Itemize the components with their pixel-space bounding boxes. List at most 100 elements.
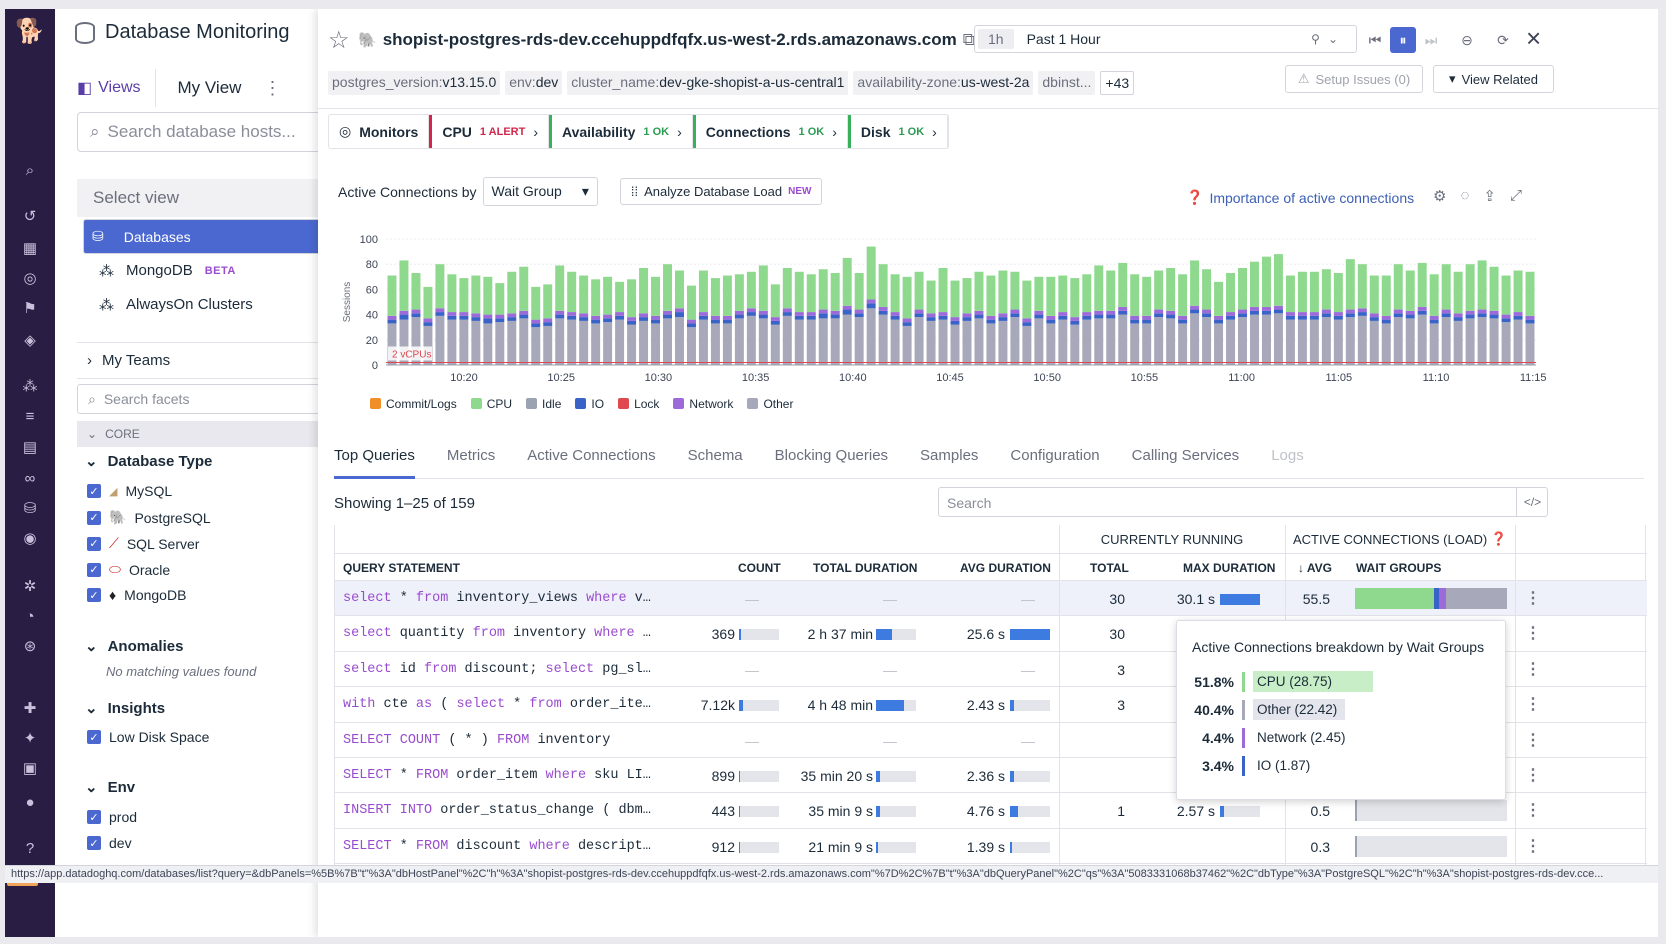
query-statement[interactable]: SELECT * FROM order_item where sku LI… [343, 768, 651, 783]
col-count[interactable]: COUNT [738, 561, 781, 575]
row-actions-icon[interactable]: ⋮ [1525, 802, 1541, 820]
facet-item-postgresql[interactable]: ✓🐘PostgreSQL16 [87, 509, 347, 526]
tab-blocking-queries[interactable]: Blocking Queries [774, 447, 889, 464]
facet-database-type[interactable]: ⌄ Database Type [85, 452, 212, 471]
avatar[interactable]: ● [25, 793, 35, 811]
help-icon[interactable]: ❓ [1490, 531, 1508, 546]
table-row[interactable]: with cte as ( select * from order_ite… 7.… [335, 687, 1647, 723]
col-max-duration[interactable]: MAX DURATION [1183, 561, 1276, 575]
wait-groups-bar[interactable] [1355, 835, 1507, 857]
tag[interactable]: env:dev [505, 71, 563, 95]
facet-env[interactable]: ⌄ Env [85, 778, 135, 797]
legend-lock[interactable]: Lock [618, 397, 659, 411]
facet-item-dev[interactable]: ✓dev8 [87, 835, 347, 851]
notebooks-icon[interactable]: ▣ [22, 760, 38, 777]
table-row[interactable]: select id from discount; select pg_sl… — —… [335, 652, 1647, 688]
query-statement[interactable]: select * from inventory_views where v… [343, 591, 651, 606]
table-row[interactable]: SELECT * FROM order_item where sku LI… 89… [335, 758, 1647, 794]
checkbox[interactable]: ✓ [87, 536, 101, 551]
monitors-icon[interactable]: ◎ [23, 270, 37, 287]
legend-commit-logs[interactable]: Commit/Logs [370, 397, 457, 411]
code-view-icon[interactable]: </> [1516, 487, 1548, 517]
recent-icon[interactable]: ↺ [23, 208, 37, 225]
settings-icon[interactable]: ⚙ [1433, 188, 1447, 205]
tag[interactable]: dbinst... [1038, 71, 1096, 95]
time-picker[interactable]: 1h Past 1 Hour ⚲⌄ [974, 25, 1357, 53]
legend-cpu[interactable]: CPU [470, 397, 512, 411]
infrastructure-icon[interactable]: ⁂ [22, 378, 38, 395]
fullscreen-icon[interactable]: ⤢ [1509, 187, 1522, 204]
col-wait-groups[interactable]: WAIT GROUPS [1356, 561, 1442, 575]
table-row[interactable]: SELECT COUNT ( * ) FROM inventory — — — ⋮ [335, 723, 1647, 758]
security-icon[interactable]: ◈ [24, 332, 36, 349]
facet-search-input[interactable]: ⌕ Search facets [77, 384, 357, 414]
integrations-icon[interactable]: ✚ [23, 700, 37, 717]
query-statement[interactable]: with cte as ( select * from order_ite… [343, 697, 651, 713]
tab-metrics[interactable]: Metrics [446, 447, 496, 464]
col-avg[interactable]: ↓ AVG [1298, 561, 1333, 575]
watchdog-icon[interactable]: ◌ [1460, 187, 1470, 204]
refresh-icon[interactable]: ⟳ [1497, 31, 1509, 48]
analyze-load-button[interactable]: ⁞⁞ Analyze Database Load NEW [619, 178, 823, 205]
checkbox[interactable]: ✓ [87, 836, 101, 850]
more-tags-button[interactable]: +43 [1100, 71, 1135, 95]
query-search-input[interactable]: Search [938, 487, 1548, 517]
core-section-header[interactable]: ⌄ CORE [77, 421, 357, 447]
legend-idle[interactable]: Idle [526, 397, 561, 411]
tab-calling-services[interactable]: Calling Services [1131, 447, 1240, 464]
star-icon[interactable]: ☆ [328, 27, 350, 54]
facet-item-low-disk[interactable]: ✓Low Disk Space0 [87, 729, 347, 745]
pause-icon[interactable]: ⏸ [1390, 27, 1416, 53]
facet-insights[interactable]: ⌄ Insights [85, 699, 165, 718]
forward-icon[interactable]: ⏭ [1424, 31, 1438, 48]
query-statement[interactable]: INSERT INTO order_status_change ( dbm… [343, 803, 651, 819]
search-input[interactable]: ⌕ Search database hosts... [77, 112, 357, 152]
facet-item-mysql[interactable]: ✓◢MySQL2 [87, 483, 347, 499]
more-options-icon[interactable]: ⋮ [263, 77, 282, 98]
facet-anomalies[interactable]: ⌄ Anomalies [85, 637, 183, 656]
apm-icon[interactable]: ≡ [25, 407, 35, 425]
query-statement[interactable]: select quantity from inventory where … [343, 626, 651, 642]
close-icon[interactable]: × [1526, 23, 1542, 53]
zoom-out-icon[interactable]: ⊖ [1461, 31, 1473, 48]
tag[interactable]: postgres_version:v13.15.0 [328, 71, 501, 95]
checkbox[interactable]: ✓ [87, 588, 101, 602]
checkbox[interactable]: ✓ [87, 730, 101, 744]
setup-issues-button[interactable]: ⚠ Setup Issues (0) [1285, 65, 1423, 93]
my-teams-row[interactable]: › My Teams [77, 342, 357, 379]
tab-top-queries[interactable]: Top Queries [334, 441, 415, 479]
view-related-button[interactable]: ▾ View Related [1433, 65, 1554, 93]
query-statement[interactable]: select id from discount; select pg_sl… [343, 661, 651, 677]
wait-groups-bar[interactable] [1355, 800, 1507, 822]
ci-icon[interactable]: ⊛ [23, 638, 37, 655]
search-icon[interactable]: ⌕ [25, 161, 35, 179]
views-button[interactable]: ◧ Views [77, 78, 141, 98]
help-icon[interactable]: ? [25, 839, 35, 857]
row-actions-icon[interactable]: ⋮ [1525, 696, 1541, 714]
tab-configuration[interactable]: Configuration [1010, 447, 1100, 464]
tab-schema[interactable]: Schema [687, 447, 743, 464]
col-total[interactable]: TOTAL [1090, 561, 1129, 575]
facet-item-mongodb[interactable]: ✓♦MongoDB- [87, 587, 347, 603]
col-query[interactable]: QUERY STATEMENT [343, 561, 460, 575]
synthetics-icon[interactable]: ◉ [23, 530, 37, 547]
group-by-select[interactable]: Wait Group ▾ [482, 177, 598, 206]
checkbox[interactable]: ✓ [87, 484, 101, 498]
tab-samples[interactable]: Samples [920, 447, 979, 464]
rum-icon[interactable]: ◔ [25, 607, 35, 625]
copy-icon[interactable]: ⧉ [962, 30, 975, 49]
row-actions-icon[interactable]: ⋮ [1525, 731, 1541, 749]
wait-groups-bar[interactable] [1355, 588, 1507, 609]
table-row[interactable]: select * from inventory_views where v… — —… [335, 581, 1647, 617]
view-item-alwayson[interactable]: ⁂ AlwaysOn Clusters [83, 287, 348, 322]
row-actions-icon[interactable]: ⋮ [1525, 625, 1541, 643]
export-icon[interactable]: ⇪ [1483, 188, 1496, 205]
settings-icon[interactable]: ✲ [23, 578, 37, 595]
view-item-databases[interactable]: ⛁ Databases [83, 219, 348, 254]
monitor-availability[interactable]: Availability 1 OK › [549, 115, 693, 148]
row-actions-icon[interactable]: ⋮ [1525, 837, 1541, 855]
checkbox[interactable]: ✓ [87, 562, 101, 577]
dashboards-icon[interactable]: ▦ [22, 240, 38, 257]
monitor-disk[interactable]: Disk 1 OK › [847, 115, 948, 148]
importance-link[interactable]: ❓ Importance of active connections [1186, 189, 1414, 206]
